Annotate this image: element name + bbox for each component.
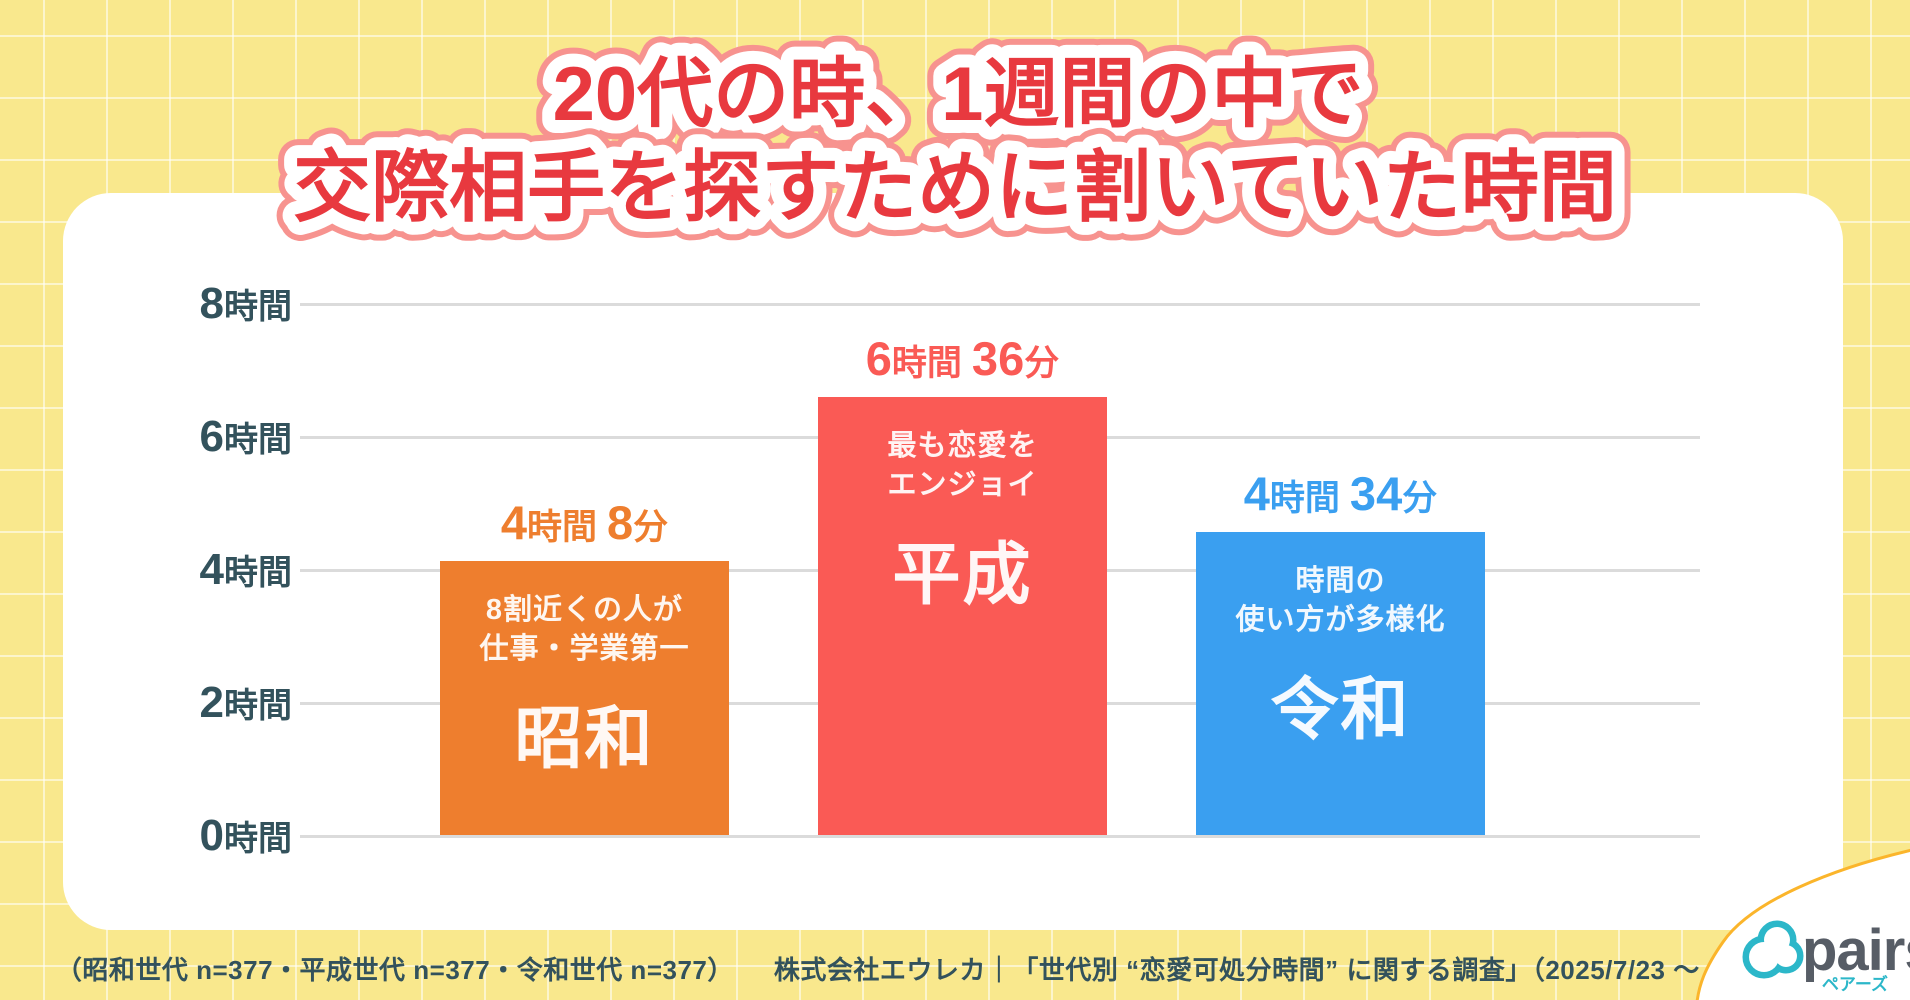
annotation-line2: 使い方が多様化: [1235, 603, 1446, 636]
era-label-showa: 昭和: [514, 700, 655, 777]
era-label-heisei: 平成: [892, 536, 1033, 613]
y-tick-value: 0: [199, 811, 224, 860]
value-hours: 6: [865, 332, 892, 385]
value-label-heisei: 6時間 36分: [866, 335, 1059, 382]
title-line2-outline: 交際相手を探すために割いていた時間: [293, 143, 1617, 231]
y-tick-0h: 0時間: [80, 810, 292, 862]
bar-annotation: 8割近くの人が 仕事・学業第一: [479, 591, 689, 669]
bar-annotation: 最も恋愛をエンジョイ: [887, 427, 1037, 505]
gridline-8h: [300, 303, 1700, 306]
bar-heisei: 最も恋愛をエンジョイ 平成: [818, 397, 1107, 835]
pairs-cloud-icon: [1742, 920, 1804, 979]
title-line2: 交際相手を探すために割いていた時間: [293, 143, 1617, 231]
annotation-line1: 最も恋愛を: [887, 430, 1038, 462]
y-tick-6h: 6時間: [80, 411, 292, 463]
value-hour-unit: 時間: [891, 344, 962, 383]
source-citation: （昭和世代 n=377・平成世代 n=377・令和世代 n=377） 株式会社エ…: [55, 955, 1855, 985]
title-line1: 20代の時、1週間の中で: [553, 52, 1364, 137]
pairs-wordmark: pairs: [1802, 918, 1910, 983]
value-min-unit: 分: [1024, 344, 1060, 383]
value-label-showa: 4時間 8分: [501, 499, 668, 546]
value-minutes: 36: [971, 332, 1025, 385]
y-tick-value: 4: [199, 545, 224, 594]
y-tick-value: 6: [199, 412, 224, 461]
y-tick-8h: 8時間: [80, 278, 292, 330]
value-label-reiwa: 4時間 34分: [1244, 470, 1437, 517]
pairs-logo-bubble: pairs ペアーズ: [1695, 848, 1910, 1000]
annotation-line1: 時間の: [1295, 565, 1386, 597]
value-hour-unit: 時間: [1269, 479, 1340, 518]
bar-reiwa: 時間の使い方が多様化 令和: [1196, 532, 1485, 835]
value-hours: 4: [500, 496, 527, 549]
y-tick-unit: 時間: [224, 554, 292, 592]
page-title: 20代の時、1週間の中で 20代の時、1週間の中で 交際相手を探すために割いてい…: [274, 33, 1636, 250]
annotation-line2: 仕事・学業第一: [479, 632, 690, 665]
y-tick-2h: 2時間: [80, 677, 292, 729]
value-hours: 4: [1243, 467, 1270, 520]
y-tick-unit: 時間: [224, 288, 292, 326]
annotation-line2: エンジョイ: [887, 468, 1038, 501]
value-hour-unit: 時間: [526, 508, 597, 547]
value-min-unit: 分: [1402, 479, 1438, 518]
y-tick-4h: 4時間: [80, 544, 292, 596]
y-tick-value: 8: [199, 279, 224, 328]
y-tick-unit: 時間: [224, 687, 292, 725]
y-tick-value: 2: [199, 678, 224, 727]
era-label-reiwa: 令和: [1270, 671, 1411, 748]
value-minutes: 34: [1349, 467, 1403, 520]
y-tick-unit: 時間: [224, 421, 292, 459]
gridline-0h: [300, 835, 1700, 838]
value-min-unit: 分: [633, 508, 669, 547]
logo-bubble-curve: [1695, 848, 1910, 1000]
y-tick-unit: 時間: [224, 820, 292, 858]
value-minutes: 8: [607, 496, 634, 549]
pairs-katakana: ペアーズ: [1822, 974, 1888, 994]
annotation-line1: 8割近くの人が: [485, 594, 684, 626]
title-line1-outline: 20代の時、1週間の中で: [553, 52, 1364, 137]
bar-showa: 8割近くの人が 仕事・学業第一 昭和: [440, 561, 729, 835]
bar-annotation: 時間の使い方が多様化: [1235, 562, 1445, 640]
